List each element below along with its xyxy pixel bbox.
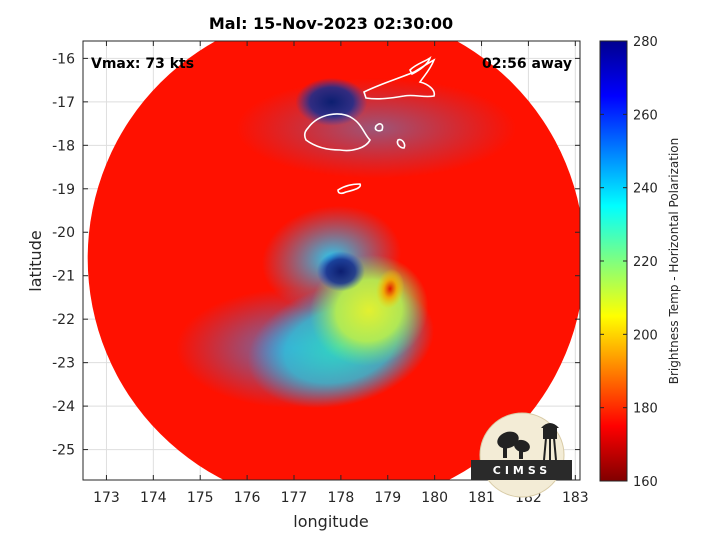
water-tower-icon <box>543 427 557 461</box>
colorbar: 160 180 200 220 240 260 280 Brightness Temp - … <box>599 35 681 490</box>
colorbar-tick-label: 220 <box>633 255 658 270</box>
vmax-annotation: Vmax: 73 kts <box>91 56 194 72</box>
x-tick-label: 177 <box>281 490 308 506</box>
colorbar-tick-label: 160 <box>633 475 658 490</box>
x-tick-label: 179 <box>374 490 401 506</box>
island-kadavu <box>337 183 362 195</box>
island-ovalau <box>374 123 384 132</box>
feature-cold-spot-north <box>295 77 368 126</box>
island-taveuni <box>409 56 432 76</box>
colorbar-tick-label: 280 <box>633 35 658 50</box>
x-tick-label: 180 <box>421 490 448 506</box>
colorbar-label: Brightness Temp - Horizontal Polarizatio… <box>667 138 681 385</box>
y-tick-label: -24 <box>52 399 75 415</box>
chart-title: Mal: 15-Nov-2023 02:30:00 <box>209 14 453 33</box>
x-tick-label: 181 <box>468 490 495 506</box>
colorbar-gradient <box>599 40 628 482</box>
y-tick-label: -17 <box>52 95 75 111</box>
colorbar-tick-label: 200 <box>633 328 658 343</box>
colorbar-tick-label: 240 <box>633 182 658 197</box>
island-vanua-levu <box>363 58 436 100</box>
y-tick-label: -19 <box>52 182 75 198</box>
x-axis-label: longitude <box>293 512 368 531</box>
y-axis: -16 -17 -18 -19 -20 -21 -22 -23 -24 -25 <box>52 51 580 459</box>
y-axis-label: latitude <box>26 230 45 291</box>
x-tick-label: 176 <box>234 490 261 506</box>
microwave-swath <box>87 41 580 480</box>
island-koro <box>396 138 406 149</box>
coastlines <box>303 56 436 195</box>
satellite-dish-icon <box>497 431 519 449</box>
y-tick-label: -16 <box>52 51 75 67</box>
y-tick-label: -21 <box>52 269 75 285</box>
y-tick-label: -18 <box>52 138 75 154</box>
feature-cold-spot-west-of-eye <box>316 251 365 292</box>
time-offset-annotation: 02:56 away <box>482 56 572 72</box>
axes-box <box>82 40 581 481</box>
y-tick-label: -23 <box>52 356 75 372</box>
feature-eye <box>375 268 405 309</box>
colorbar-tick-label: 180 <box>633 402 658 417</box>
x-tick-label: 175 <box>187 490 214 506</box>
x-tick-label: 183 <box>562 490 589 506</box>
y-tick-label: -22 <box>52 312 75 328</box>
island-viti-levu <box>303 113 371 152</box>
x-tick-label: 174 <box>140 490 167 506</box>
cimss-logo: CIMSS <box>471 412 572 498</box>
logo-text: CIMSS <box>493 464 551 477</box>
x-tick-label: 173 <box>93 490 120 506</box>
colorbar-tick-label: 260 <box>633 108 658 123</box>
x-tick-label: 178 <box>328 490 355 506</box>
x-axis: 173 174 175 176 177 178 179 180 181 182 183 <box>93 41 589 506</box>
y-tick-label: -25 <box>52 443 75 459</box>
y-tick-label: -20 <box>52 225 75 241</box>
